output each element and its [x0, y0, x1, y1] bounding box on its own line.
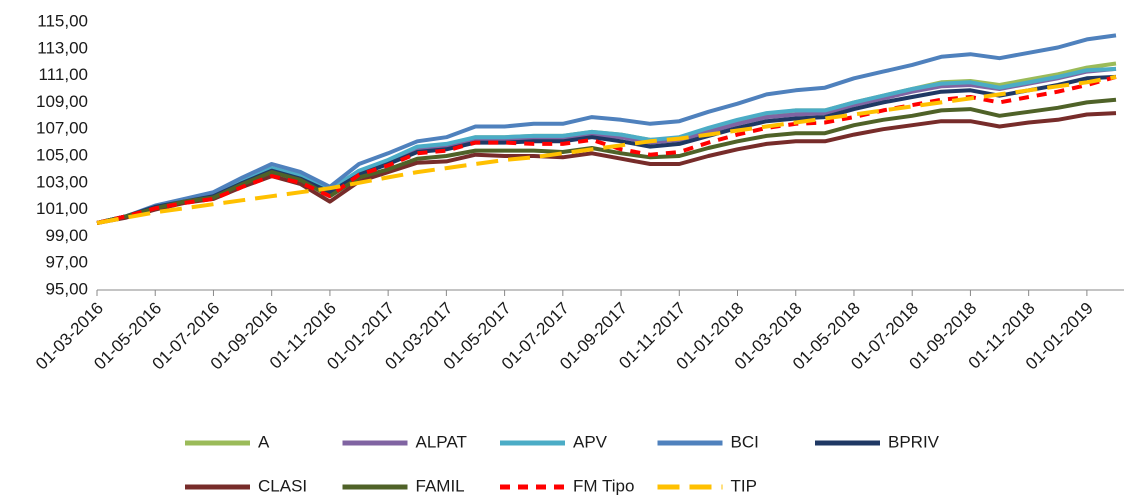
y-tick-label: 109,00: [36, 92, 88, 111]
y-tick-label: 103,00: [36, 172, 88, 191]
y-tick-label: 95,00: [45, 279, 88, 298]
legend-label: CLASI: [258, 476, 307, 495]
legend-label: FAMIL: [416, 476, 465, 495]
series-line: [96, 66, 1117, 225]
legend-label: BCI: [731, 432, 759, 451]
legend-label: BPRIV: [888, 432, 940, 451]
y-tick-label: 101,00: [36, 199, 88, 218]
y-tick-label: 97,00: [45, 253, 88, 272]
legend-label: FM Tipo: [573, 476, 634, 495]
series-line: [96, 74, 1117, 225]
y-tick-label: 105,00: [36, 145, 88, 164]
y-tick-label: 115,00: [37, 11, 88, 30]
legend-label: TIP: [731, 476, 757, 495]
legend-label: APV: [573, 432, 608, 451]
y-tick-label: 107,00: [36, 119, 88, 138]
series-line: [96, 33, 1117, 225]
y-tick-label: 99,00: [45, 226, 88, 245]
legend-label: ALPAT: [416, 432, 467, 451]
series-line: [96, 97, 1117, 225]
series-line: [96, 111, 1117, 225]
series-line: [96, 61, 1117, 225]
y-tick-label: 113,00: [37, 38, 88, 57]
y-tick-label: 111,00: [39, 65, 88, 84]
legend-label: A: [258, 432, 270, 451]
